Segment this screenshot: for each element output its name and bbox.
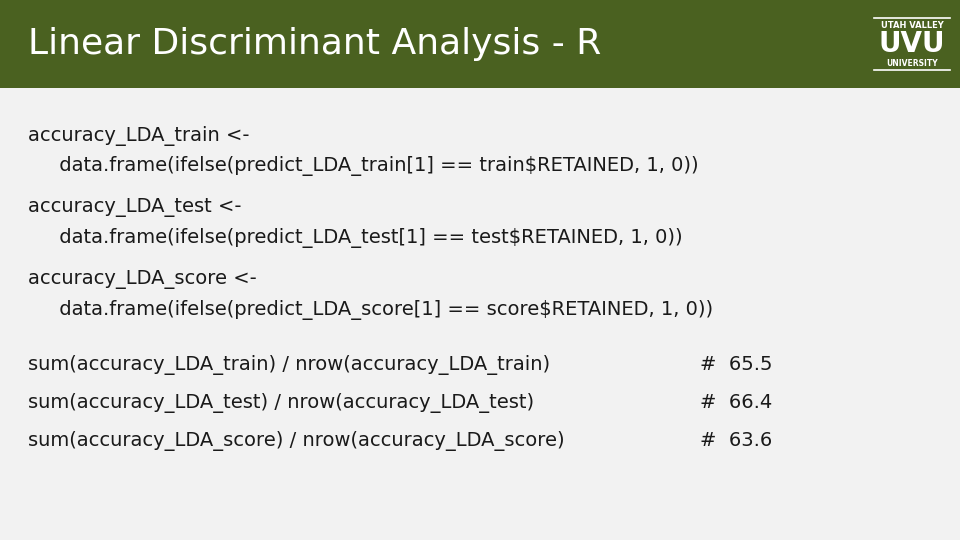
Text: UVU: UVU [878,30,946,58]
Text: #  66.4: # 66.4 [700,393,772,412]
Text: #  63.6: # 63.6 [700,431,772,450]
Text: sum(accuracy_LDA_test) / nrow(accuracy_LDA_test): sum(accuracy_LDA_test) / nrow(accuracy_L… [28,393,534,413]
Bar [0,0,960,88]
Text: data.frame(ifelse(predict_LDA_train[1] == train$RETAINED, 1, 0)): data.frame(ifelse(predict_LDA_train[1] =… [28,156,699,176]
Text: accuracy_LDA_train <-: accuracy_LDA_train <- [28,126,250,146]
Text: Linear Discriminant Analysis - R: Linear Discriminant Analysis - R [28,27,601,61]
Text: UNIVERSITY: UNIVERSITY [886,58,938,68]
Text: sum(accuracy_LDA_train) / nrow(accuracy_LDA_train): sum(accuracy_LDA_train) / nrow(accuracy_… [28,355,550,375]
Text: sum(accuracy_LDA_score) / nrow(accuracy_LDA_score): sum(accuracy_LDA_score) / nrow(accuracy_… [28,431,564,451]
Text: accuracy_LDA_test <-: accuracy_LDA_test <- [28,198,242,217]
Text: UTAH VALLEY: UTAH VALLEY [880,22,944,30]
Text: data.frame(ifelse(predict_LDA_test[1] == test$RETAINED, 1, 0)): data.frame(ifelse(predict_LDA_test[1] ==… [28,228,683,248]
Text: #  65.5: # 65.5 [700,355,773,374]
Text: data.frame(ifelse(predict_LDA_score[1] == score$RETAINED, 1, 0)): data.frame(ifelse(predict_LDA_score[1] =… [28,300,713,320]
Text: accuracy_LDA_score <-: accuracy_LDA_score <- [28,270,256,289]
